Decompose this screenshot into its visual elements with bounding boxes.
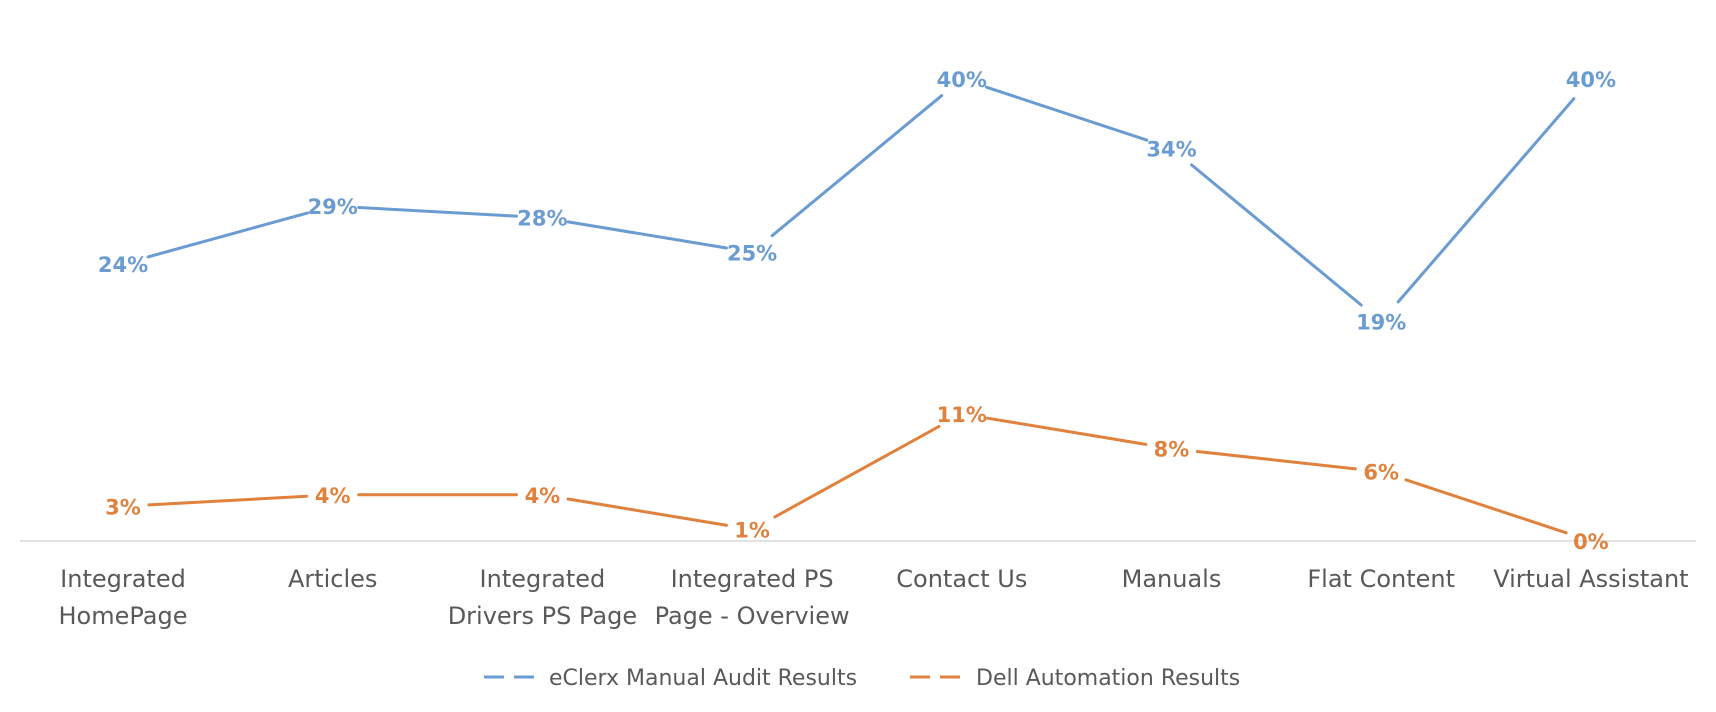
series-1-segment [1190,163,1363,307]
category-label: Contact Us [896,565,1027,593]
data-label: 40% [937,68,987,92]
category-labels: Integrated HomePage Articles Integrated Driv… [59,565,1689,630]
data-label: 34% [1146,137,1196,161]
series-1: 24% 29% 28% 25% 40% 34% 19% 40% [98,68,1616,335]
category-label-line: Virtual Assistant [1493,565,1688,593]
data-label: 24% [98,253,148,277]
category-label: Manuals [1122,565,1222,593]
series-1-segment [357,205,518,218]
data-label: 4% [315,484,351,508]
series-1-segment [566,220,728,250]
series-1-segment [1396,97,1576,304]
category-label: Integrated PS Page - Overview [655,565,850,630]
legend-label: eClerx Manual Audit Results [549,666,857,691]
series-2-segment [773,424,941,519]
series-2: 3% 4% 4% 1% 11% 8% 6% 0% [105,403,1609,554]
legend-label: Dell Automation Results [976,666,1240,691]
data-label: 0% [1573,530,1609,554]
data-label: 8% [1154,438,1190,462]
series-2-segment [566,497,728,527]
category-label-line: Manuals [1122,565,1222,593]
series-layer: 24% 29% 28% 25% 40% 34% 19% 40% 3% 4% 4% 1% 11% 8% 6% 0… [98,68,1616,554]
category-label-line: Integrated PS [671,565,834,593]
series-1-segment [770,94,944,238]
category-label-line: Contact Us [896,565,1027,593]
category-label-line: Integrated [60,565,186,593]
category-label: Virtual Assistant [1493,565,1688,593]
category-label-line: Flat Content [1307,565,1455,593]
series-2-segment [147,494,309,507]
data-label: 40% [1566,68,1616,92]
legend-item: Dell Automation Results [910,666,1240,691]
data-label: 25% [727,241,777,265]
series-2-segment [1195,449,1357,471]
data-label: 6% [1363,461,1399,485]
category-label-line: Articles [288,565,378,593]
data-label: 3% [105,495,141,519]
category-label: Integrated Drivers PS Page [448,565,637,630]
data-label: 19% [1356,311,1406,335]
category-label: Flat Content [1307,565,1455,593]
category-label: Integrated HomePage [59,565,188,630]
legend: eClerx Manual Audit Results Dell Automati… [484,666,1240,691]
series-2-segment [1404,478,1568,535]
data-label: 1% [734,518,770,542]
category-label-line: Page - Overview [655,602,850,630]
data-label: 28% [517,207,567,231]
category-label-line: Drivers PS Page [448,602,637,630]
data-label: 4% [525,484,561,508]
data-label: 29% [308,195,358,219]
legend-item: eClerx Manual Audit Results [484,666,857,691]
data-label: 11% [937,403,987,427]
category-label: Articles [288,565,378,593]
category-label-line: Integrated [480,565,606,593]
category-label-line: HomePage [59,602,188,630]
series-1-segment [146,211,310,259]
series-2-segment [985,416,1148,446]
series-1-segment [984,85,1149,142]
